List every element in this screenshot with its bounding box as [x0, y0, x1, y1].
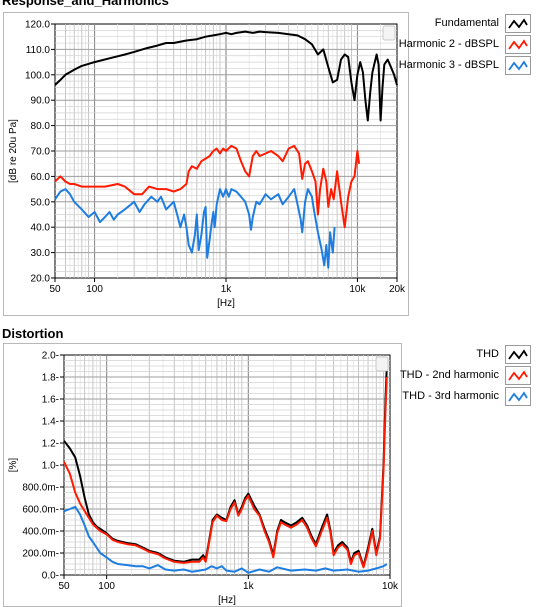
x-tick-label: 1k	[221, 284, 233, 295]
legend-response: Fundamental Harmonic 2 - dBSPL Harmonic 3 …	[399, 12, 531, 82]
legend-distortion: THD THD - 2nd harmonic THD - 3rd harmonic	[400, 343, 531, 413]
y-tick-label: 600.0m-	[22, 505, 59, 516]
legend-item: THD	[476, 343, 531, 365]
graph-handle-icon[interactable]	[382, 25, 396, 41]
series-line-3	[63, 505, 388, 574]
y-tick-label: 1.4-	[42, 417, 59, 428]
y-tick-label: 1.8-	[42, 373, 59, 384]
x-tick-label: 100	[86, 284, 103, 295]
series-line-2	[54, 144, 361, 229]
y-tick-label: 1.2-	[42, 439, 59, 450]
legend-label: Harmonic 2 - dBSPL	[398, 38, 499, 50]
y-axis-label: [dB re 20u Pa]	[8, 119, 19, 183]
y-tick-label: 40.0	[31, 223, 51, 234]
legend-label: Harmonic 3 - dBSPL	[398, 59, 499, 71]
y-tick-label: 20.0	[31, 274, 51, 285]
distortion-chart: 0.0- 200.0m- 400.0m- 600.0m- 800.0m- 1.0- 1.2-…	[8, 351, 399, 606]
legend-item: Harmonic 3 - dBSPL	[399, 54, 531, 76]
y-tick-label: 110.0	[26, 45, 51, 56]
legend-swatch-icon	[505, 55, 531, 75]
legend-label: THD - 3rd harmonic	[402, 390, 499, 402]
x-tick-label: 100	[98, 581, 115, 592]
legend-swatch-icon	[505, 13, 531, 33]
y-tick-label: 1.0-	[42, 461, 59, 472]
series-line-3	[54, 188, 336, 269]
chart-title-response: Response_and_Harmonics	[2, 0, 169, 8]
legend-item: THD - 2nd harmonic	[400, 364, 531, 386]
x-axis-label: [Hz]	[218, 595, 236, 605]
y-axis-label: [%]	[8, 458, 19, 473]
graph-handle-icon[interactable]	[375, 356, 389, 372]
y-tick-label: 50.0	[31, 197, 51, 208]
series-line-1	[63, 365, 388, 568]
x-tick-label: 1k	[243, 581, 255, 592]
y-tick-label: 60.0	[31, 172, 51, 183]
legend-swatch-icon	[505, 386, 531, 406]
x-tick-label: 20k	[389, 284, 406, 295]
y-tick-label: 100.0	[25, 70, 50, 81]
y-tick-label: 30.0	[31, 248, 51, 259]
legend-swatch-icon	[505, 344, 531, 364]
y-tick-label: 2.0-	[42, 351, 59, 362]
x-axis-label: [Hz]	[217, 298, 235, 309]
y-tick-label: 800.0m-	[22, 483, 59, 494]
y-tick-label: 80.0	[31, 121, 51, 132]
x-tick-label: 50	[58, 581, 70, 592]
grid-horizontal	[55, 30, 397, 272]
legend-label: THD - 2nd harmonic	[399, 369, 499, 381]
legend-item: Fundamental	[435, 12, 531, 34]
legend-item: THD - 3rd harmonic	[402, 385, 531, 407]
legend-swatch-icon	[505, 365, 531, 385]
y-tick-label: 0.0-	[42, 571, 59, 582]
y-tick-label: 400.0m-	[22, 527, 59, 538]
legend-item: Harmonic 2 - dBSPL	[399, 33, 531, 55]
chart-title-distortion: Distortion	[2, 326, 64, 341]
y-tick-label: 1.6-	[42, 395, 59, 406]
y-tick-label: 70.0	[31, 147, 51, 158]
legend-label: Fundamental	[434, 17, 499, 29]
legend-label: THD	[476, 348, 499, 360]
legend-swatch-icon	[505, 34, 531, 54]
y-tick-label: 200.0m-	[22, 549, 59, 560]
x-tick-label: 50	[49, 284, 61, 295]
x-tick-label: 10k	[382, 581, 399, 592]
response-chart: 20.0 30.0 40.0 50.0 60.0 70.0 80.0 90.0 100.0 110…	[8, 20, 406, 310]
y-tick-label: 90.0	[31, 96, 51, 107]
y-tick-label: 120.0	[25, 20, 50, 31]
x-tick-label: 10k	[349, 284, 366, 295]
series-line-1	[54, 30, 398, 122]
series-line-2	[63, 376, 388, 569]
